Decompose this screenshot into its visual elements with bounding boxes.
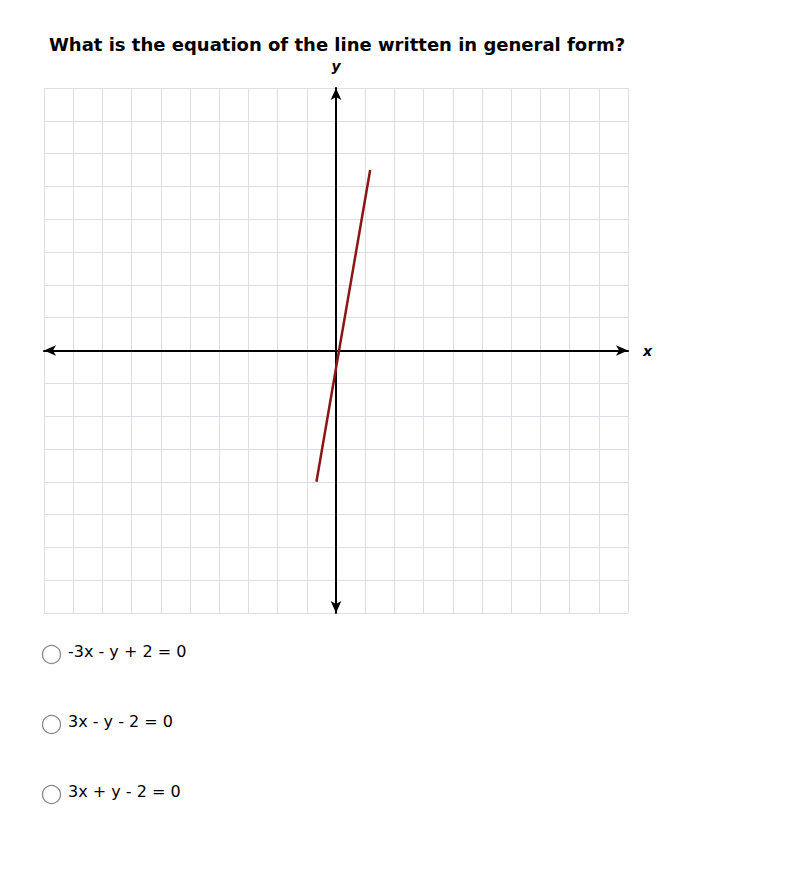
svg-text:What is the equation of the li: What is the equation of the line written… bbox=[49, 34, 625, 55]
svg-text:3x + y - 2 = 0: 3x + y - 2 = 0 bbox=[68, 782, 181, 801]
svg-text:x: x bbox=[642, 343, 653, 359]
svg-text:-3x - y + 2 = 0: -3x - y + 2 = 0 bbox=[68, 642, 186, 661]
svg-text:y: y bbox=[331, 58, 341, 74]
svg-text:3x - y - 2 = 0: 3x - y - 2 = 0 bbox=[68, 712, 173, 731]
